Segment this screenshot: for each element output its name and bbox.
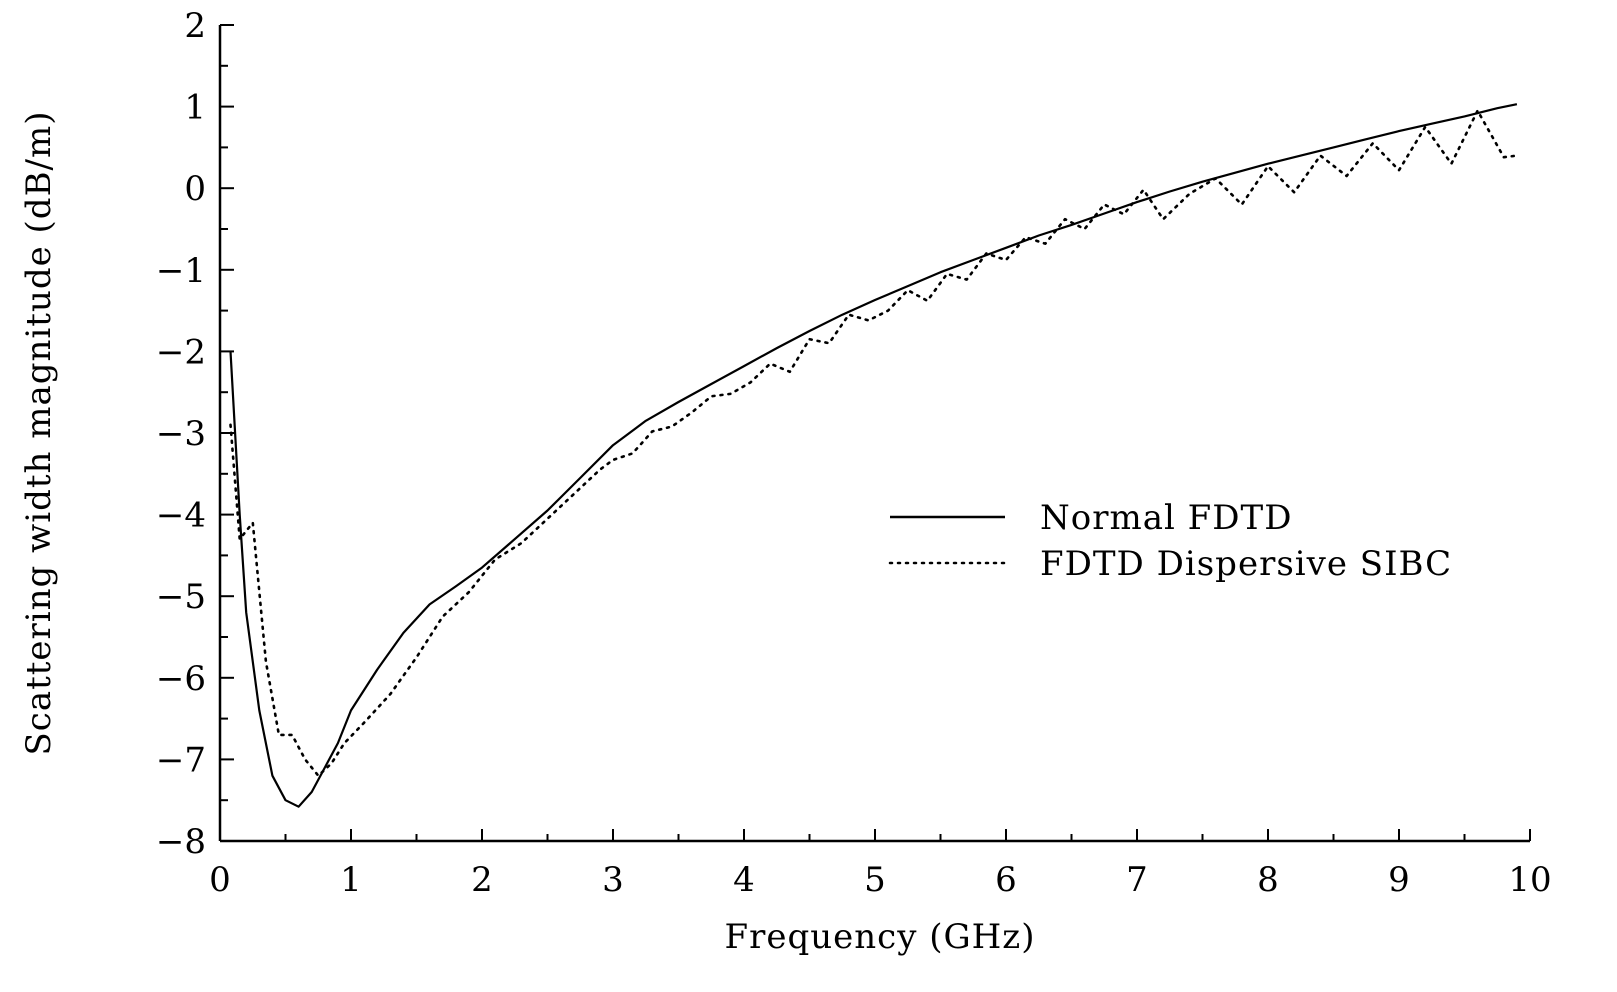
x-tick-label: 2 (471, 860, 493, 900)
y-tick-label: −6 (156, 659, 206, 699)
y-tick-label: −3 (156, 414, 206, 454)
y-tick-label: −8 (156, 822, 206, 862)
x-tick-label: 0 (209, 860, 231, 900)
legend-label-fdtd-dispersive-sibc: FDTD Dispersive SIBC (1040, 544, 1452, 584)
x-ticks: 0 1 2 3 4 5 6 7 8 9 10 (209, 829, 1552, 900)
x-tick-label: 5 (864, 860, 886, 900)
y-tick-label: −4 (156, 496, 206, 536)
series-layer (229, 103, 1519, 808)
series-line-normal-fdtd (229, 103, 1518, 808)
y-tick-label: −1 (156, 251, 206, 291)
legend-label-normal-fdtd: Normal FDTD (1040, 498, 1292, 538)
y-tick-label: −2 (156, 332, 206, 372)
x-tick-label: 7 (1126, 860, 1148, 900)
y-axis-label: Scattering width magnitude (dB/m) (19, 110, 59, 755)
x-tick-label: 3 (602, 860, 624, 900)
legend: Normal FDTD FDTD Dispersive SIBC (888, 498, 1452, 584)
x-tick-label: 8 (1257, 860, 1279, 900)
y-tick-label: −5 (156, 577, 206, 617)
series-line-fdtd-dispersive-sibc (229, 109, 1519, 778)
y-tick-label: 0 (184, 169, 206, 209)
x-tick-label: 6 (995, 860, 1017, 900)
x-tick-label: 9 (1388, 860, 1410, 900)
x-tick-label: 4 (733, 860, 755, 900)
x-tick-label: 10 (1508, 860, 1551, 900)
y-tick-label: 1 (184, 88, 206, 128)
x-tick-label: 1 (340, 860, 362, 900)
x-axis-label: Frequency (GHz) (725, 917, 1036, 957)
y-tick-label: −7 (156, 740, 206, 780)
y-ticks: 2 1 0 −1 −2 −3 −4 −5 −6 −7 −8 (156, 6, 234, 862)
y-tick-label: 2 (184, 6, 206, 46)
